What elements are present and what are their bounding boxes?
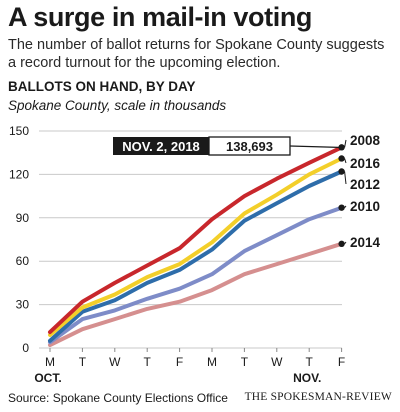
series-end-marker [338,155,345,162]
annotation-date-box [113,137,209,155]
series-end-marker [338,240,345,248]
chart-subtitle: Spokane County, scale in thousands [8,98,227,113]
x-tick-label: F [338,355,345,369]
x-tick-label: M [45,355,55,369]
label-leader-line [344,241,347,245]
publisher-credit: THE SPOKESMAN-REVIEW [244,391,392,403]
annotation-value: 138,693 [226,139,273,154]
label-leader-line [344,171,347,185]
x-tick-label: T [241,355,249,369]
source-note: Source: Spokane County Elections Office [8,391,228,405]
y-tick-label: 120 [9,167,29,181]
series-end-marker [338,168,345,175]
y-tick-label: 60 [16,254,30,268]
series-end-marker [338,204,345,211]
series-label: 2008 [350,133,381,148]
x-tick-label: T [144,355,152,369]
y-tick-label: 150 [9,124,29,138]
label-leader-line [344,205,347,208]
series-line-2010 [48,205,344,345]
x-tick-label: W [109,355,121,369]
series-line-2008 [48,145,344,335]
x-tick-label: F [176,355,183,369]
label-leader-line [344,139,347,148]
y-tick-label: 90 [16,211,30,225]
series-line-2016 [48,156,344,337]
dek: The number of ballot returns for Spokane… [8,37,385,71]
series-label: 2014 [350,235,381,250]
y-tick-label: 30 [16,298,30,312]
series-label: 2012 [350,177,380,192]
x-group-label: NOV. [293,371,321,385]
label-leader-line [344,158,347,164]
x-tick-label: W [271,355,283,369]
series-line-2012 [48,169,344,343]
x-tick-label: T [306,355,314,369]
x-group-label: OCT. [34,371,61,385]
chart-title: BALLOTS ON HAND, BY DAY [8,79,196,94]
annotation-pointer [289,145,339,149]
x-tick-label: T [79,355,87,369]
series-label: 2016 [350,156,381,171]
annotation-date: NOV. 2, 2018 [122,139,200,154]
series-label: 2010 [350,199,380,214]
series-end-marker [338,144,345,151]
y-tick-label: 0 [22,341,29,355]
headline: A surge in mail-in voting [8,2,313,32]
series-line-2014 [48,241,344,348]
x-tick-label: M [207,355,217,369]
